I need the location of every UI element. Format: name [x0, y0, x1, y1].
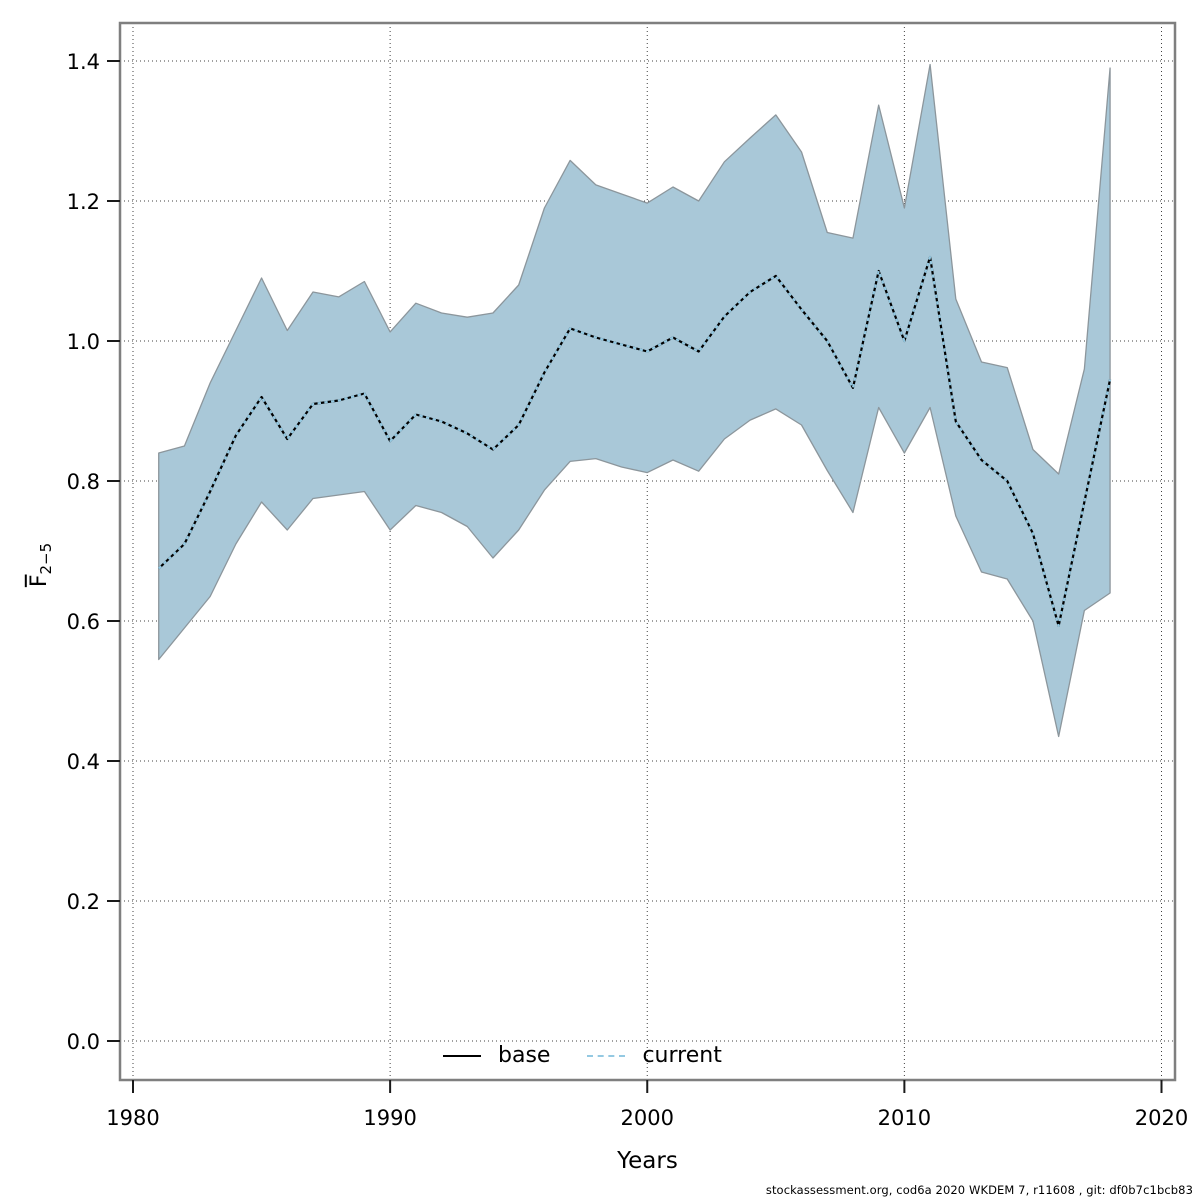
y-tick-label: 0.2 [67, 890, 100, 914]
x-tick-label: 2010 [878, 1106, 931, 1130]
y-tick-label: 0.8 [67, 470, 100, 494]
current-line [157, 255, 1112, 628]
y-axis-label: F2−5 [27, 520, 55, 610]
y-tick-label: 1.0 [67, 330, 100, 354]
x-tick-label: 2000 [621, 1106, 674, 1130]
y-tick-label: 0.4 [67, 750, 100, 774]
legend-current-label: current [642, 1043, 722, 1068]
y-tick-label: 1.4 [67, 50, 100, 74]
x-tick-label: 2020 [1135, 1106, 1188, 1130]
legend-base-label: base [498, 1043, 551, 1068]
gridlines [120, 23, 1175, 1080]
y-axis-label-fbar: F [26, 574, 52, 588]
y-tick-label: 0.6 [67, 610, 100, 634]
footer-credit: stockassessment.org, cod6a 2020 WKDEM 7,… [765, 1183, 1193, 1197]
x-tick-label: 1980 [106, 1106, 159, 1130]
legend-base-line-swatch [443, 1055, 481, 1057]
axis-tick-labels: 1980 1990 2000 2010 2020 0.0 0.2 0.4 0.6 0.8 1.0 1.… [67, 50, 1189, 1130]
confidence-band [158, 63, 1111, 738]
y-axis-label-subscript: 2−5 [37, 542, 56, 575]
x-tick-label: 1990 [363, 1106, 416, 1130]
x-axis-label: Years [617, 1148, 678, 1174]
y-tick-label: 0.0 [67, 1030, 100, 1054]
legend-item-base: base [443, 1041, 550, 1071]
axis-ticks [107, 60, 1163, 1093]
y-tick-label: 1.2 [67, 190, 100, 214]
legend-item-current: current [587, 1041, 722, 1071]
legend: base current [443, 1041, 722, 1071]
legend-current-line-swatch [587, 1055, 626, 1057]
